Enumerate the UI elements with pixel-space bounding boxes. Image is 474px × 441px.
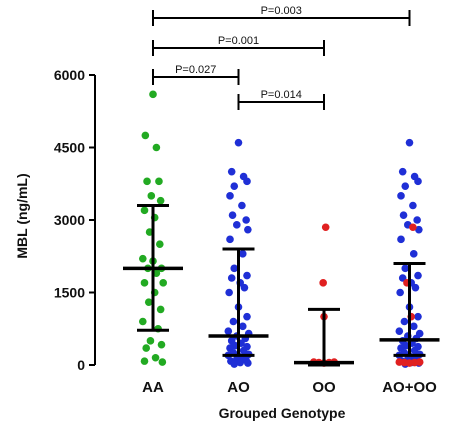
data-point [226, 235, 234, 244]
data-point [397, 192, 405, 200]
data-point [398, 167, 407, 176]
x-tick-label-oo: OO [312, 379, 336, 396]
comparison-bracket: P=0.027 [152, 64, 240, 85]
data-point [397, 235, 405, 244]
data-point [224, 327, 233, 335]
data-point [230, 264, 239, 273]
x-axis-title: Grouped Genotype [219, 405, 346, 421]
y-axis-title: MBL (ng/mL) [14, 173, 30, 258]
data-point [238, 201, 246, 210]
data-point [143, 177, 151, 186]
data-point [149, 90, 157, 99]
data-point [401, 182, 410, 190]
y-tick-label: 6000 [54, 67, 85, 83]
data-point [151, 353, 160, 362]
y-tick-label: 3000 [54, 212, 85, 228]
data-point [414, 312, 422, 321]
data-point [156, 305, 165, 314]
data-point [415, 225, 423, 234]
y-tick-label: 4500 [54, 140, 85, 156]
data-point [158, 358, 167, 366]
data-point [140, 357, 149, 365]
data-point [243, 271, 251, 280]
data-point [244, 225, 252, 234]
data-point [139, 254, 147, 263]
data-point [321, 223, 330, 232]
data-point [413, 216, 421, 224]
data-point [228, 211, 237, 219]
data-point [140, 279, 149, 287]
data-point [401, 264, 410, 273]
data-point [155, 177, 163, 186]
data-points [139, 90, 424, 368]
x-tick-label-ao: AO [227, 379, 250, 396]
data-point [227, 274, 236, 282]
data-point [236, 358, 244, 367]
data-point [142, 344, 150, 352]
data-point [144, 298, 153, 306]
data-point [400, 317, 409, 326]
data-point [396, 288, 404, 297]
data-point [140, 206, 149, 215]
data-point [415, 358, 424, 366]
data-point [156, 196, 165, 205]
data-point [230, 182, 239, 190]
y-axis: 0 1500 3000 4500 6000 AA AO OO AO+OO [54, 67, 437, 396]
data-point [409, 223, 417, 232]
data-point [141, 131, 150, 140]
data-point [159, 279, 167, 287]
data-point [319, 279, 327, 287]
data-point [414, 177, 422, 186]
data-point [229, 317, 238, 326]
data-point [399, 211, 408, 219]
y-tick-label: 0 [77, 357, 85, 373]
data-point [409, 322, 418, 331]
data-point [226, 192, 234, 200]
p-value-label: P=0.014 [261, 89, 302, 101]
data-point [234, 138, 243, 147]
data-point [411, 283, 420, 292]
data-point [225, 288, 233, 297]
p-value-label: P=0.027 [175, 64, 216, 76]
comparison-bracket: P=0.014 [237, 89, 325, 110]
comparisons-layer: P=0.003 P=0.001 P=0.027 P=0.014 [152, 5, 411, 110]
data-point [405, 138, 414, 147]
data-point [238, 322, 247, 331]
data-point [242, 216, 250, 224]
data-point [146, 337, 155, 345]
data-point [233, 221, 241, 229]
comparison-bracket: P=0.003 [152, 5, 411, 26]
median-iqr-bars [123, 204, 440, 367]
x-tick-label-ao-oo: AO+OO [382, 379, 437, 396]
data-point [152, 143, 161, 152]
data-point [409, 250, 418, 258]
data-point [147, 192, 156, 200]
data-point [230, 360, 239, 368]
data-point [414, 271, 422, 280]
data-point [227, 167, 236, 176]
data-point [156, 240, 164, 248]
data-point [240, 283, 249, 292]
data-point [243, 312, 251, 321]
p-value-label: P=0.003 [261, 5, 302, 17]
data-point [244, 359, 252, 367]
p-value-label: P=0.001 [218, 35, 259, 47]
comparison-bracket: P=0.001 [152, 35, 325, 56]
y-tick-label: 1500 [54, 285, 85, 301]
data-point [409, 201, 417, 210]
x-tick-label-aa: AA [142, 379, 164, 396]
data-point [139, 317, 147, 326]
data-point [238, 250, 247, 258]
data-point [157, 340, 166, 349]
data-point [395, 327, 404, 335]
data-point [243, 177, 251, 186]
